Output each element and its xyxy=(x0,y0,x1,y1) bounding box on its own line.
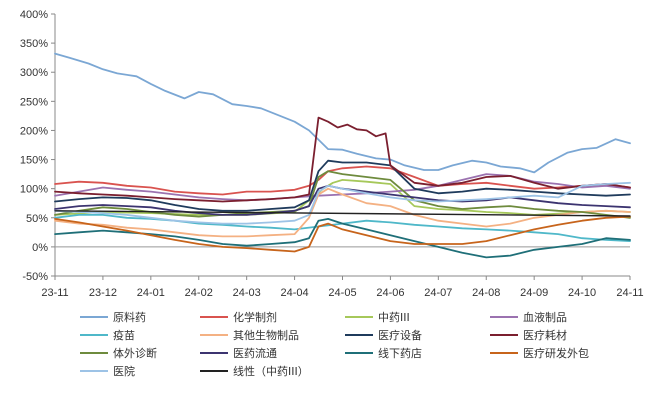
legend-label: 原料药 xyxy=(113,310,146,324)
series-line-13 xyxy=(54,210,631,217)
y-tick-label: 150% xyxy=(20,155,48,167)
y-tick-label: 300% xyxy=(20,67,48,79)
legend-label: 其他生物制品 xyxy=(233,328,299,342)
series-line-10 xyxy=(54,217,631,259)
legend-label: 医疗研发外包 xyxy=(523,346,589,360)
x-tick-label: 24-08 xyxy=(472,287,500,299)
legend-label: 线性（中药III） xyxy=(233,364,309,378)
series-line-5 xyxy=(54,187,631,238)
series-line-12 xyxy=(54,181,631,225)
legend-label: 医院 xyxy=(113,364,135,378)
x-tick-label: 24-10 xyxy=(568,287,596,299)
x-tick-label: 24-02 xyxy=(185,287,213,299)
series-line-8 xyxy=(54,170,631,219)
legend-label: 线下药店 xyxy=(378,346,422,360)
legend-label: 化学制剂 xyxy=(233,310,277,324)
legend-label: 医药流通 xyxy=(233,346,277,360)
legend-label: 疫苗 xyxy=(113,328,135,342)
y-tick-label: -50% xyxy=(22,271,48,283)
x-tick-label: 23-12 xyxy=(89,287,117,299)
legend-label: 医疗设备 xyxy=(378,328,422,342)
x-tick-label: 24-06 xyxy=(376,287,404,299)
series-line-0 xyxy=(54,52,631,174)
y-tick-label: 400% xyxy=(20,9,48,21)
legend-label: 体外诊断 xyxy=(113,346,157,360)
y-tick-label: 0% xyxy=(32,242,48,254)
x-tick-label: 24-07 xyxy=(424,287,452,299)
series-line-7 xyxy=(54,116,631,203)
series-line-11 xyxy=(54,215,631,253)
series-line-6 xyxy=(54,159,631,212)
x-tick-label: 24-04 xyxy=(281,287,309,299)
y-tick-label: 200% xyxy=(20,125,48,137)
x-tick-label: 24-05 xyxy=(328,287,356,299)
legend-label: 血液制品 xyxy=(523,310,567,324)
x-tick-label: 24-03 xyxy=(233,287,261,299)
y-tick-label: 250% xyxy=(20,96,48,108)
chart-axes: 400% 350% 300% 250% 200% 150% 100% 50% 0% -50% 23-… xyxy=(20,9,644,299)
x-tick-label: 23-11 xyxy=(41,287,68,299)
x-tick-label: 24-11 xyxy=(616,287,643,299)
legend-label: 医疗耗材 xyxy=(523,328,567,342)
y-tick-label: 50% xyxy=(26,213,48,225)
y-tick-label: 350% xyxy=(20,38,48,50)
x-tick-label: 24-09 xyxy=(520,287,548,299)
x-tick-label: 24-01 xyxy=(137,287,165,299)
chart-series-layer xyxy=(54,52,631,259)
legend-label: 中药III xyxy=(378,311,410,324)
y-tick-label: 100% xyxy=(20,184,48,196)
